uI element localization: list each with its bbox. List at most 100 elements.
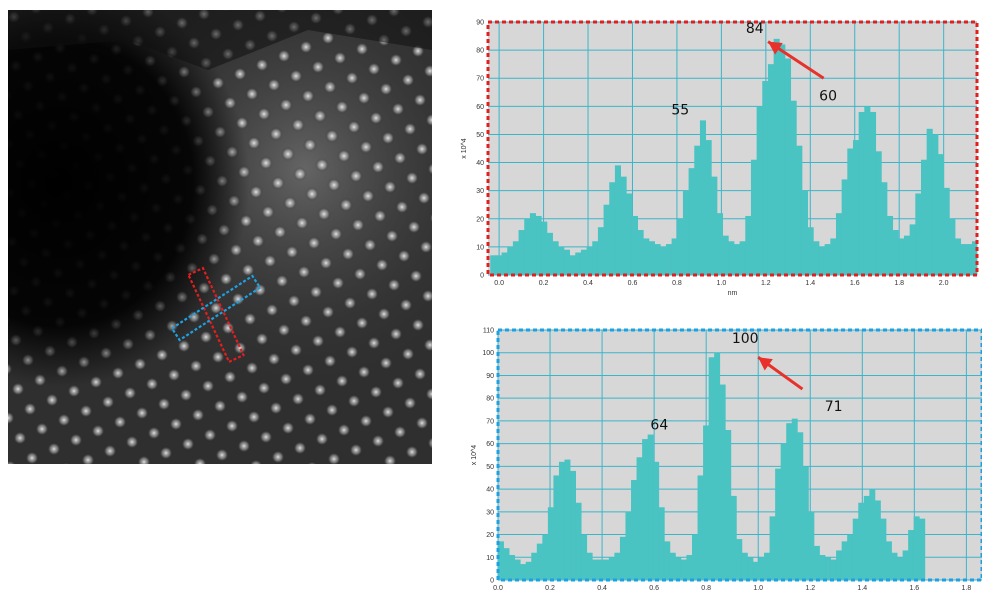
histogram-bar bbox=[902, 550, 909, 580]
histogram-bar bbox=[885, 541, 892, 580]
histogram-bar bbox=[824, 244, 831, 275]
histogram-bar bbox=[694, 145, 701, 275]
y-tick-label: 40 bbox=[486, 487, 494, 494]
x-tick-label: 0.0 bbox=[493, 585, 503, 592]
histogram-bar bbox=[728, 241, 735, 275]
histogram-bar bbox=[730, 495, 737, 580]
y-tick-label: 60 bbox=[476, 104, 484, 111]
histogram-bar bbox=[807, 227, 814, 275]
histogram-bar bbox=[682, 190, 689, 275]
histogram-bar bbox=[711, 176, 718, 275]
histogram-bar bbox=[631, 480, 637, 580]
histogram-bar bbox=[892, 230, 899, 275]
histogram-bar bbox=[750, 159, 758, 275]
histogram-bar bbox=[769, 516, 776, 580]
histogram-bar bbox=[592, 241, 599, 275]
histogram-bar bbox=[512, 241, 519, 275]
histogram-bar bbox=[643, 238, 650, 275]
histogram-bar bbox=[688, 168, 695, 275]
histogram-bar bbox=[686, 555, 693, 580]
histogram-bar bbox=[669, 552, 676, 580]
histogram-bar bbox=[841, 179, 848, 275]
histogram-bar bbox=[553, 475, 560, 580]
histogram-bar bbox=[563, 249, 570, 275]
histogram-bar bbox=[580, 249, 587, 275]
histogram-bar bbox=[835, 213, 843, 275]
histogram-bar bbox=[631, 215, 638, 275]
histogram-bar bbox=[767, 64, 775, 275]
histogram-bar bbox=[725, 430, 732, 580]
histogram-bar bbox=[779, 44, 786, 275]
histogram-bar bbox=[614, 552, 621, 580]
histogram-bar bbox=[586, 246, 593, 275]
histogram-bar bbox=[664, 541, 671, 580]
histogram-bar bbox=[913, 516, 920, 580]
y-tick-label: 30 bbox=[476, 188, 484, 195]
histogram-bar bbox=[786, 423, 793, 580]
x-tick-label: 0.4 bbox=[597, 585, 607, 592]
histogram-bar bbox=[619, 536, 626, 580]
x-tick-label: 1.4 bbox=[805, 280, 815, 287]
histogram-bar bbox=[819, 555, 826, 580]
histogram-bar bbox=[891, 552, 898, 580]
histogram-bar bbox=[869, 111, 877, 276]
y-tick-label: 110 bbox=[483, 328, 494, 335]
histogram-bar bbox=[542, 534, 549, 580]
y-tick-label: 0 bbox=[490, 578, 494, 585]
histogram-bar bbox=[915, 193, 922, 275]
x-tick-label: 1.0 bbox=[717, 280, 727, 287]
x-tick-label: 1.8 bbox=[894, 280, 904, 287]
histogram-bar bbox=[536, 543, 543, 580]
histogram-bar bbox=[943, 187, 950, 275]
histogram-bar bbox=[741, 552, 748, 580]
y-tick-label: 50 bbox=[486, 464, 494, 471]
histogram-bar bbox=[529, 213, 536, 275]
histogram-bar bbox=[802, 466, 809, 580]
histogram-bar bbox=[739, 241, 746, 275]
histogram-bar bbox=[509, 555, 516, 580]
histogram-bar bbox=[722, 235, 729, 275]
histogram-bar bbox=[903, 235, 911, 275]
histogram-bar bbox=[558, 461, 565, 580]
histogram-bar bbox=[716, 213, 724, 275]
y-tick-label: 60 bbox=[486, 441, 494, 448]
histogram-bar bbox=[586, 552, 593, 580]
x-tick-label: 0.6 bbox=[649, 585, 659, 592]
histogram-bar bbox=[875, 151, 882, 275]
histogram-bar bbox=[825, 557, 831, 580]
plot-area bbox=[488, 22, 977, 275]
histogram-bar bbox=[653, 461, 660, 580]
histogram-bar bbox=[881, 182, 888, 275]
histogram-bar bbox=[775, 468, 782, 580]
histogram-bar bbox=[784, 58, 792, 275]
histogram-bar bbox=[520, 564, 527, 580]
histogram-bar bbox=[671, 238, 678, 275]
histogram-bar bbox=[575, 502, 582, 580]
red-arrow bbox=[757, 356, 804, 391]
histogram-bar bbox=[680, 559, 687, 580]
histogram-bar bbox=[864, 106, 871, 275]
histogram-bar bbox=[569, 255, 576, 275]
y-tick-label: 0 bbox=[480, 273, 484, 280]
x-tick-label: 1.4 bbox=[857, 585, 867, 592]
histogram-bar bbox=[547, 507, 554, 580]
histogram-bar bbox=[966, 244, 973, 275]
histogram-bar bbox=[597, 227, 604, 275]
histogram-bar bbox=[648, 241, 655, 275]
y-axis-label: x 10^4 bbox=[461, 138, 468, 159]
histogram-bar bbox=[625, 511, 632, 580]
histogram-bar bbox=[552, 241, 559, 275]
histogram-bar bbox=[708, 357, 715, 580]
histogram-bar bbox=[808, 511, 815, 580]
histogram-bar bbox=[830, 238, 837, 275]
histogram-bar bbox=[847, 534, 854, 580]
histogram-bar bbox=[703, 425, 710, 580]
histogram-bar bbox=[592, 559, 599, 580]
histogram-bar bbox=[714, 352, 721, 580]
histogram-bar bbox=[863, 495, 870, 580]
histogram-bar bbox=[780, 443, 787, 580]
red-arrow bbox=[767, 40, 825, 80]
histogram-bar bbox=[719, 384, 726, 580]
histogram-bar bbox=[620, 176, 627, 275]
histogram-bar bbox=[919, 518, 926, 580]
